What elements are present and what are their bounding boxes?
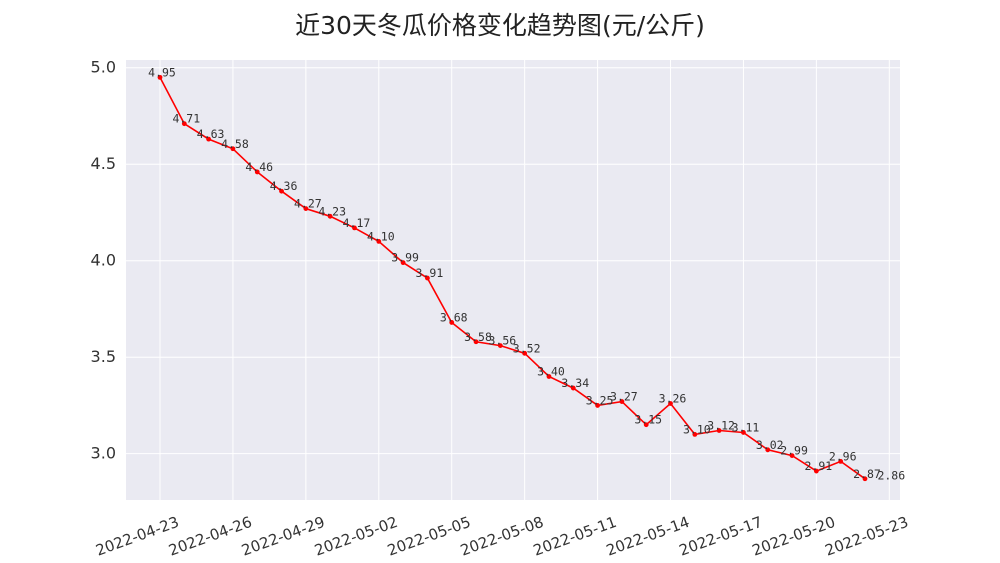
data-label: 4.27 [294,197,322,211]
data-point [352,225,357,231]
data-label: 4.10 [367,229,395,243]
data-label: 4.17 [343,216,371,230]
data-label: 2.91 [805,459,833,473]
data-point [813,468,819,474]
series-line [159,77,866,480]
data-label: 3.02 [756,438,784,452]
data-point [570,385,576,391]
data-label: 3.40 [537,364,565,378]
data-label: 3.10 [683,422,711,436]
data-point [692,431,698,437]
data-point [789,453,795,459]
data-label: 2.99 [780,444,808,458]
x-tick-label: 2022-04-26 [166,513,254,560]
data-point [595,403,600,408]
x-tick-label: 2022-05-02 [312,513,400,560]
x-tick-label: 2022-05-17 [677,513,765,560]
data-point [522,350,528,356]
x-tick-label: 2022-05-05 [385,513,473,560]
data-label: 3.27 [610,390,638,404]
data-point [473,339,479,345]
data-point [546,374,552,379]
data-point [303,206,309,211]
data-label: 4.46 [245,160,273,174]
data-point [497,343,503,349]
x-tick-label: 2022-05-20 [750,513,838,560]
data-label: 3.91 [416,266,444,280]
data-label: 3.34 [561,376,589,390]
data-point [157,74,163,80]
data-label: 4.95 [148,65,176,79]
y-tick-label: 4.0 [91,251,116,270]
data-point [668,401,673,406]
data-label: 3.12 [707,419,735,433]
y-tick-label: 5.0 [91,58,116,77]
x-tick-label: 2022-04-29 [239,513,327,560]
data-point [716,428,722,433]
data-point [279,188,284,194]
data-label: 2.87 [853,467,881,481]
data-point [254,169,260,175]
data-point [765,447,771,453]
data-label: 4.63 [197,127,225,141]
data-label: 3.52 [513,341,541,355]
data-point [741,430,746,435]
data-point [862,476,868,482]
x-tick-label: 2022-05-23 [823,513,911,560]
chart-title: 近30天冬瓜价格变化趋势图(元/公斤) [295,11,705,40]
data-label: 3.11 [732,420,760,434]
data-point [376,239,382,244]
data-point [425,275,430,281]
data-label: 3.26 [659,392,687,406]
data-label: 4.23 [318,204,346,218]
data-point [230,146,236,152]
data-point [619,399,625,404]
y-tick-label: 3.5 [91,347,116,366]
data-label: 2.96 [829,449,857,463]
x-tick-label: 2022-05-11 [531,513,619,560]
data-point [327,213,333,219]
data-point [206,136,212,142]
data-label: 3.58 [464,330,492,344]
data-label: 3.15 [634,413,662,427]
data-label: 3.99 [391,251,419,265]
data-label: 4.71 [172,112,200,126]
x-tick-label: 2022-04-23 [93,513,181,560]
y-tick-label: 4.5 [91,154,116,173]
data-label: 4.58 [221,137,249,151]
data-point [838,459,844,464]
data-point [400,260,406,266]
data-label: 3.56 [488,334,516,348]
x-tick-label: 2022-05-08 [458,513,546,560]
y-tick-label: 3.0 [91,444,116,463]
data-label: 3.68 [440,310,468,324]
data-label: 2.86 [877,469,905,483]
data-point [643,422,649,428]
data-label: 3.25 [586,393,614,407]
plot-area [126,60,900,500]
data-point [181,121,187,127]
x-tick-label: 2022-05-14 [604,513,692,560]
data-label: 4.36 [270,179,298,193]
data-point [449,320,455,325]
